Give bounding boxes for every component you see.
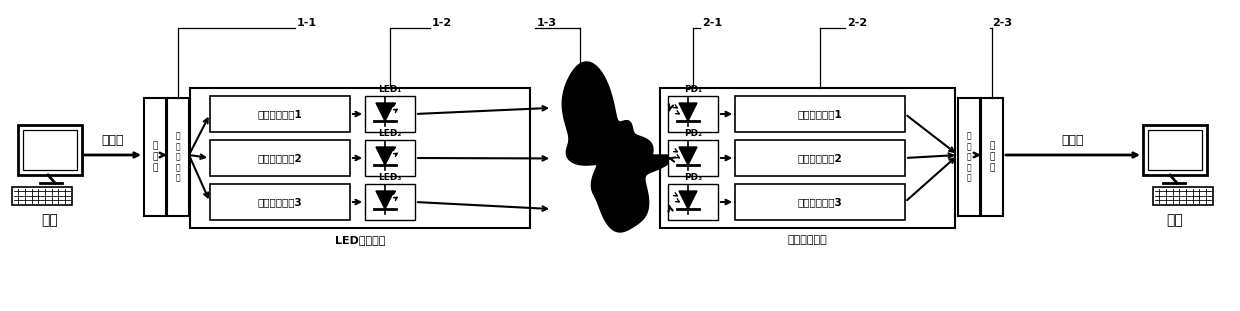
Text: LED₂: LED₂ <box>378 129 402 138</box>
Bar <box>660 88 955 228</box>
Bar <box>735 184 905 220</box>
Text: 驱动放大电路3: 驱动放大电路3 <box>258 197 303 207</box>
Text: 解
码
器: 解 码 器 <box>990 142 994 173</box>
Text: PD₃: PD₃ <box>684 173 702 182</box>
Bar <box>210 96 350 132</box>
Bar <box>735 140 905 176</box>
Bar <box>668 184 718 220</box>
Text: 2-2: 2-2 <box>847 18 867 28</box>
Bar <box>365 96 415 132</box>
Bar <box>12 187 72 205</box>
Bar <box>167 98 188 216</box>
Text: 驱动放大电路1: 驱动放大电路1 <box>258 109 303 119</box>
Text: 信号处理电路: 信号处理电路 <box>787 235 827 245</box>
Text: 1-3: 1-3 <box>537 18 557 28</box>
Bar <box>1143 125 1207 175</box>
Bar <box>1148 130 1202 170</box>
Text: 终端: 终端 <box>1167 213 1183 227</box>
Text: 信号处理电路3: 信号处理电路3 <box>797 197 842 207</box>
Text: 2-3: 2-3 <box>992 18 1012 28</box>
Bar <box>735 96 905 132</box>
Bar <box>19 125 82 175</box>
Polygon shape <box>562 62 675 232</box>
Text: 多
路
复
用
器: 多 路 复 用 器 <box>967 132 971 182</box>
Bar <box>210 184 350 220</box>
Text: 1-1: 1-1 <box>298 18 317 28</box>
Bar <box>190 88 529 228</box>
Text: PD₁: PD₁ <box>684 85 702 94</box>
Text: 多
路
复
用
器: 多 路 复 用 器 <box>176 132 180 182</box>
Text: 信号处理电路2: 信号处理电路2 <box>797 153 842 163</box>
Bar <box>144 98 166 216</box>
Bar <box>959 98 980 216</box>
Text: 数据流: 数据流 <box>102 134 124 147</box>
Polygon shape <box>376 147 394 165</box>
Text: 编
码
器: 编 码 器 <box>153 142 157 173</box>
Bar <box>365 140 415 176</box>
Bar <box>210 140 350 176</box>
Polygon shape <box>376 103 394 121</box>
Text: LED₁: LED₁ <box>378 85 402 94</box>
Bar <box>668 96 718 132</box>
Bar <box>24 130 77 170</box>
Bar <box>668 140 718 176</box>
Text: 数据流: 数据流 <box>1061 134 1084 147</box>
Text: LED驱动电路: LED驱动电路 <box>335 235 386 245</box>
Bar <box>365 184 415 220</box>
Text: PD₂: PD₂ <box>684 129 702 138</box>
Polygon shape <box>680 147 697 165</box>
Text: 1-2: 1-2 <box>432 18 453 28</box>
Text: 终端: 终端 <box>42 213 58 227</box>
Text: 2-1: 2-1 <box>702 18 722 28</box>
Polygon shape <box>680 191 697 209</box>
Bar <box>1153 187 1213 205</box>
Text: 信号处理电路1: 信号处理电路1 <box>797 109 842 119</box>
Text: 驱动放大电路2: 驱动放大电路2 <box>258 153 303 163</box>
Bar <box>981 98 1003 216</box>
Text: LED₃: LED₃ <box>378 173 402 182</box>
Polygon shape <box>680 103 697 121</box>
Polygon shape <box>376 191 394 209</box>
